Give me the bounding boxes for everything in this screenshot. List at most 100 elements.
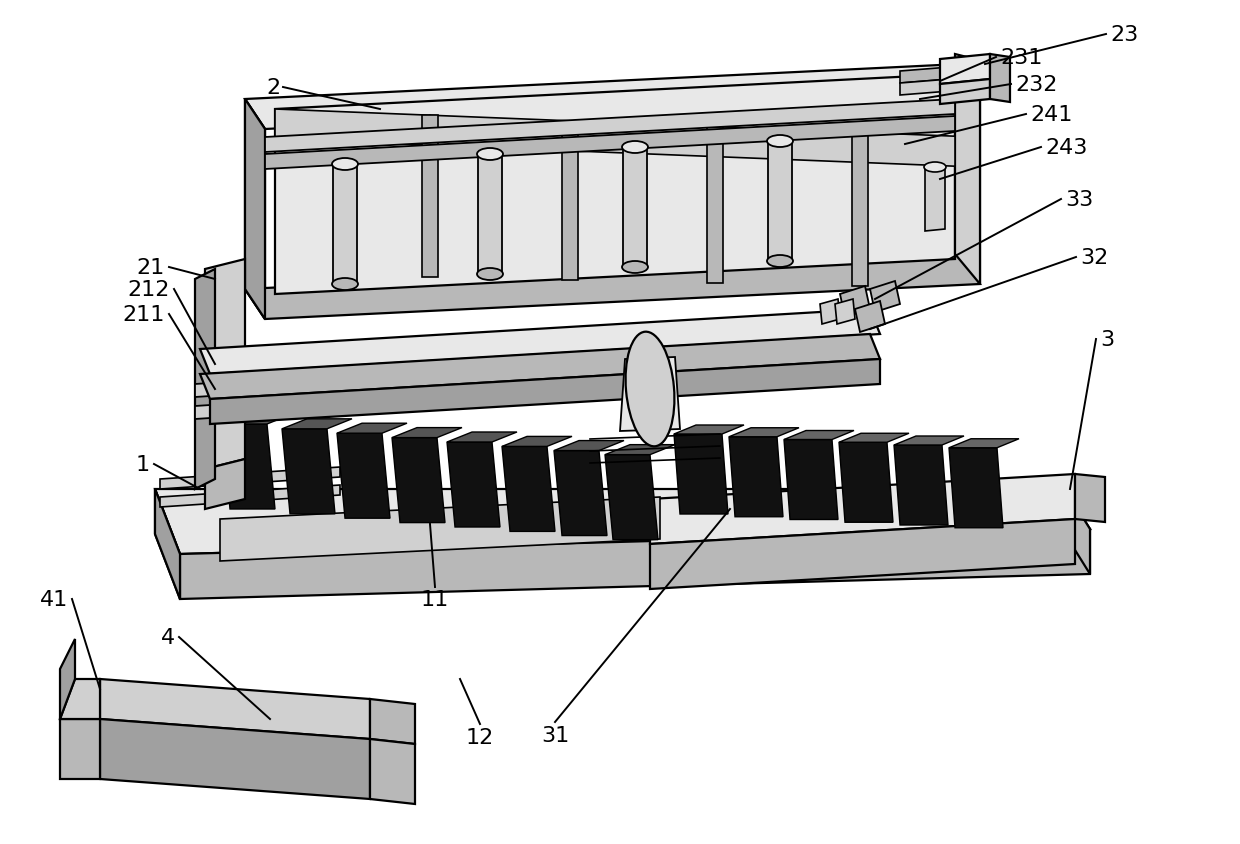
Polygon shape — [370, 739, 415, 804]
Polygon shape — [160, 485, 340, 507]
Text: 11: 11 — [420, 589, 449, 609]
Polygon shape — [100, 679, 370, 739]
Text: 3: 3 — [1100, 330, 1114, 349]
Polygon shape — [861, 133, 955, 167]
Ellipse shape — [622, 142, 649, 154]
Polygon shape — [570, 122, 715, 158]
Polygon shape — [675, 435, 728, 514]
Polygon shape — [715, 127, 861, 163]
Ellipse shape — [332, 279, 358, 290]
Polygon shape — [275, 110, 430, 146]
Polygon shape — [60, 679, 100, 719]
Polygon shape — [275, 75, 955, 295]
Polygon shape — [729, 437, 782, 517]
Polygon shape — [605, 445, 675, 455]
Polygon shape — [60, 639, 74, 719]
Polygon shape — [155, 490, 180, 599]
Text: 1: 1 — [136, 454, 150, 474]
Polygon shape — [195, 270, 215, 490]
Polygon shape — [502, 437, 572, 446]
Polygon shape — [960, 65, 980, 284]
Polygon shape — [949, 439, 1019, 448]
Polygon shape — [839, 443, 893, 522]
Polygon shape — [900, 68, 950, 84]
Polygon shape — [839, 287, 870, 317]
Polygon shape — [210, 360, 880, 425]
Polygon shape — [246, 255, 980, 320]
Polygon shape — [784, 431, 854, 440]
Polygon shape — [155, 490, 1090, 555]
Text: 212: 212 — [128, 279, 170, 300]
Polygon shape — [852, 133, 868, 286]
Polygon shape — [100, 719, 370, 799]
Polygon shape — [392, 438, 445, 523]
Text: 241: 241 — [1030, 105, 1073, 125]
Ellipse shape — [332, 159, 358, 170]
Polygon shape — [337, 424, 407, 434]
Polygon shape — [200, 334, 880, 399]
Text: 32: 32 — [1080, 247, 1109, 268]
Polygon shape — [949, 448, 1003, 528]
Polygon shape — [155, 490, 180, 599]
Text: 2: 2 — [265, 78, 280, 98]
Polygon shape — [265, 100, 955, 153]
Polygon shape — [337, 434, 391, 518]
Polygon shape — [265, 116, 955, 170]
Polygon shape — [430, 116, 570, 152]
Polygon shape — [620, 358, 680, 431]
Polygon shape — [820, 300, 839, 325]
Polygon shape — [1075, 474, 1105, 522]
Polygon shape — [246, 100, 265, 320]
Polygon shape — [446, 442, 500, 528]
Polygon shape — [940, 55, 990, 85]
Text: 23: 23 — [1110, 25, 1138, 45]
Polygon shape — [195, 376, 650, 419]
Text: 232: 232 — [1016, 75, 1058, 95]
Polygon shape — [180, 529, 1090, 599]
Polygon shape — [990, 55, 1011, 103]
Polygon shape — [675, 425, 744, 435]
Ellipse shape — [768, 256, 794, 268]
Ellipse shape — [477, 149, 503, 161]
Ellipse shape — [477, 268, 503, 281]
Polygon shape — [650, 474, 1075, 544]
Polygon shape — [894, 446, 949, 525]
Polygon shape — [205, 459, 246, 510]
Polygon shape — [1065, 490, 1090, 574]
Polygon shape — [246, 65, 980, 130]
Polygon shape — [900, 80, 950, 96]
Polygon shape — [955, 55, 975, 75]
Polygon shape — [835, 300, 856, 325]
Polygon shape — [925, 168, 945, 232]
Polygon shape — [729, 428, 799, 437]
Polygon shape — [195, 354, 650, 398]
Ellipse shape — [924, 163, 946, 173]
Polygon shape — [839, 434, 909, 443]
Polygon shape — [707, 127, 723, 284]
Text: 243: 243 — [1045, 138, 1087, 158]
Ellipse shape — [625, 333, 675, 446]
Polygon shape — [502, 446, 556, 532]
Polygon shape — [246, 100, 265, 320]
Text: 211: 211 — [123, 305, 165, 325]
Polygon shape — [422, 116, 438, 278]
Polygon shape — [554, 441, 624, 451]
Polygon shape — [205, 260, 246, 469]
Polygon shape — [856, 301, 885, 333]
Polygon shape — [605, 455, 658, 540]
Polygon shape — [562, 122, 578, 280]
Polygon shape — [222, 425, 275, 510]
Text: 4: 4 — [161, 627, 175, 647]
Text: 31: 31 — [541, 725, 569, 745]
Ellipse shape — [768, 136, 794, 148]
Polygon shape — [446, 432, 517, 442]
Polygon shape — [200, 310, 880, 375]
Polygon shape — [894, 436, 963, 446]
Polygon shape — [281, 419, 352, 430]
Polygon shape — [370, 699, 415, 744]
Text: 33: 33 — [1065, 190, 1094, 210]
Polygon shape — [334, 165, 357, 284]
Text: 41: 41 — [40, 589, 68, 609]
Polygon shape — [222, 414, 291, 425]
Polygon shape — [281, 430, 335, 514]
